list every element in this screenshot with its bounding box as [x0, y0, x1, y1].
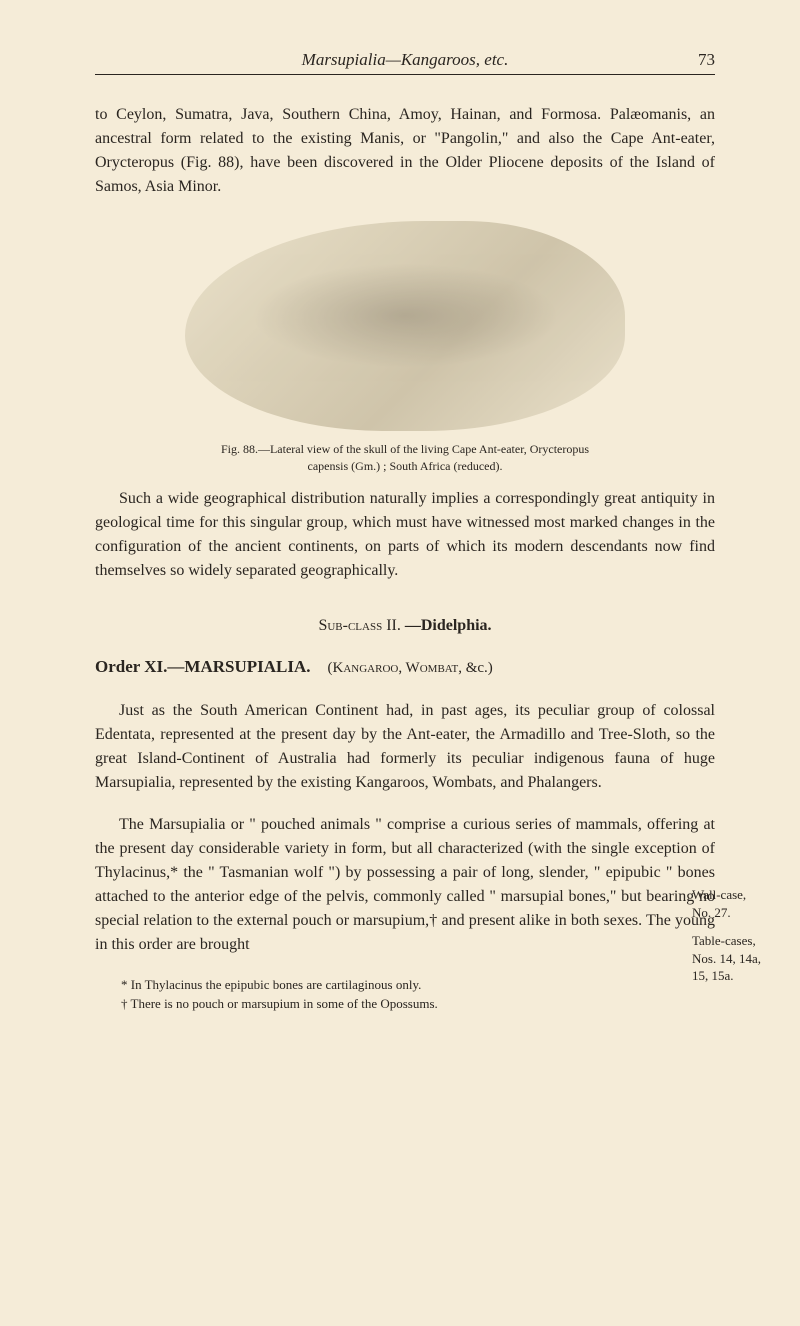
paragraph-1: to Ceylon, Sumatra, Java, Southern China… — [95, 103, 715, 199]
subclass-prefix: Sub-class — [318, 617, 382, 634]
order-contents: (Kangaroo, Wombat, &c.) — [328, 660, 493, 676]
paragraph-4: The Marsupialia or " pouched animals " c… — [95, 813, 715, 957]
paragraph-2: Such a wide geographical distribution na… — [95, 487, 715, 583]
order-label: Order XI.—MARSUPIALIA. — [95, 657, 311, 676]
footnote-1: * In Thylacinus the epipubic bones are c… — [121, 975, 715, 995]
page-number: 73 — [698, 50, 715, 70]
caption-line-1: Fig. 88.—Lateral view of the skull of th… — [221, 442, 589, 456]
paragraph-3: Just as the South American Continent had… — [95, 699, 715, 795]
subclass-heading: Sub-class II. —Didelphia. — [95, 617, 715, 635]
margin-note-tablecases: Table-cases, Nos. 14, 14a, 15, 15a. — [692, 932, 782, 985]
margin-note-line: Table-cases, — [692, 932, 782, 950]
subclass-roman: II. — [386, 617, 401, 634]
figure-caption: Fig. 88.—Lateral view of the skull of th… — [95, 441, 715, 475]
margin-note-line: Nos. 14, 14a, — [692, 950, 782, 968]
figure-88: Fig. 88.—Lateral view of the skull of th… — [95, 221, 715, 475]
header-title: Marsupialia—Kangaroos, etc. — [95, 50, 715, 70]
skull-illustration — [185, 221, 625, 431]
margin-note-line: Wall-case, — [692, 886, 782, 904]
margin-note-wallcase: Wall-case, No. 27. — [692, 886, 782, 921]
subclass-name: —Didelphia. — [405, 617, 492, 634]
margin-note-line: 15, 15a. — [692, 967, 782, 985]
margin-note-line: No. 27. — [692, 904, 782, 922]
caption-line-2: capensis (Gm.) ; South Africa (reduced). — [308, 459, 503, 473]
footnotes: * In Thylacinus the epipubic bones are c… — [95, 975, 715, 1014]
footnote-2: † There is no pouch or marsupium in some… — [121, 994, 715, 1014]
page-header: Marsupialia—Kangaroos, etc. 73 — [95, 50, 715, 75]
order-heading: Order XI.—MARSUPIALIA. (Kangaroo, Wombat… — [95, 657, 715, 677]
